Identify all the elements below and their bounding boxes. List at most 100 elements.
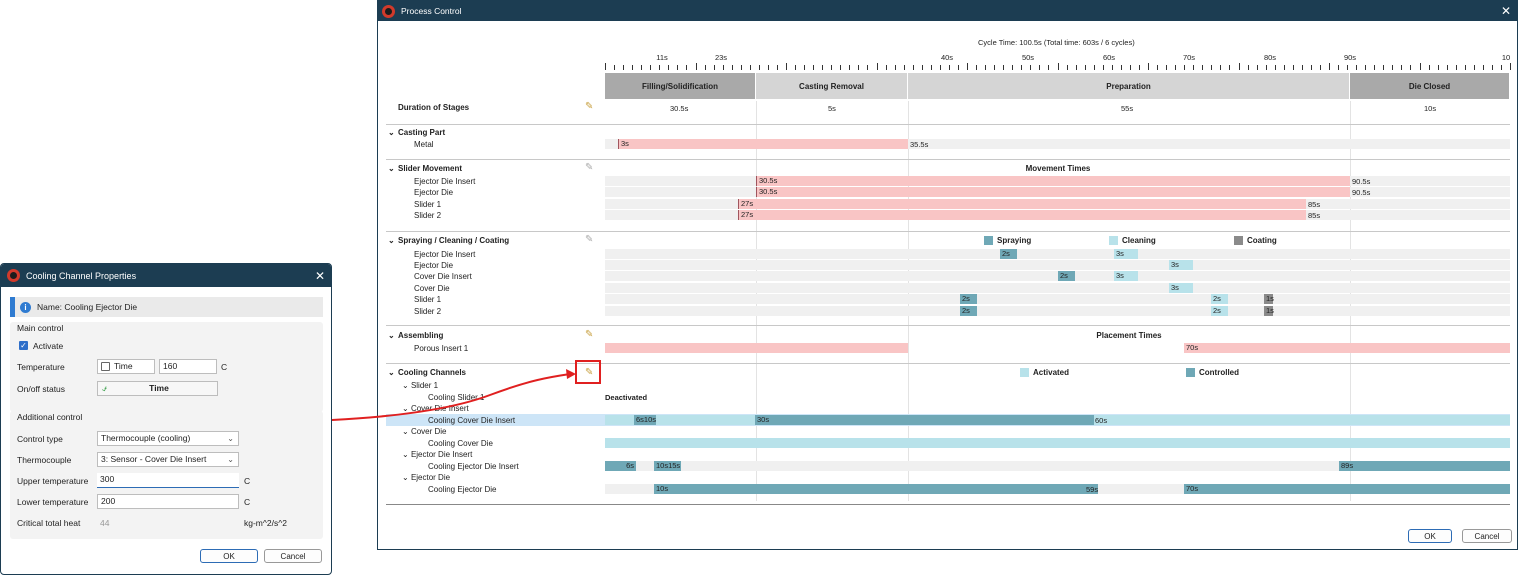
tree-node[interactable]: ⌄ Ejector Die Insert bbox=[402, 450, 473, 459]
axis-tick bbox=[813, 65, 815, 70]
tick-label: 90s bbox=[1343, 53, 1357, 62]
spray-bar[interactable]: 2s bbox=[1000, 249, 1017, 259]
cooling-controlled-bar[interactable]: 70s bbox=[1184, 484, 1510, 494]
axis-tick bbox=[1283, 65, 1285, 70]
critical-heat-label: Critical total heat bbox=[17, 518, 81, 528]
chevron-down-icon[interactable]: ⌄ bbox=[388, 368, 395, 377]
axis-tick bbox=[1329, 63, 1330, 70]
chevron-down-icon[interactable]: ⌄ bbox=[402, 450, 411, 459]
axis-tick bbox=[930, 65, 932, 70]
duration-value: 5s bbox=[828, 104, 836, 113]
row-label: Cooling Cover Die bbox=[428, 439, 493, 448]
section-assembling[interactable]: ⌄ Assembling bbox=[388, 331, 444, 340]
chevron-down-icon[interactable]: ⌄ bbox=[388, 236, 395, 245]
chevron-down-icon: ⌄ bbox=[227, 455, 234, 464]
stage-casting-removal: Casting Removal bbox=[756, 73, 908, 99]
edit-pencil-icon[interactable]: ✎ bbox=[585, 234, 594, 245]
lower-temperature-field[interactable]: 200 bbox=[97, 494, 239, 509]
clean-bar[interactable]: 3s bbox=[1169, 283, 1193, 293]
dialog-title: Cooling Channel Properties bbox=[26, 270, 137, 281]
axis-tick bbox=[1500, 65, 1502, 70]
edit-pencil-icon[interactable]: ✎ bbox=[585, 367, 594, 378]
clean-bar[interactable]: 3s bbox=[1114, 249, 1138, 259]
section-divider bbox=[386, 231, 1510, 232]
clean-bar[interactable]: 3s bbox=[1169, 260, 1193, 270]
coat-bar[interactable]: 1s bbox=[1264, 306, 1274, 316]
close-icon[interactable]: ✕ bbox=[314, 269, 325, 283]
time-toggle[interactable]: Time bbox=[97, 359, 155, 374]
axis-tick bbox=[1274, 65, 1276, 70]
row-track bbox=[605, 283, 1510, 293]
placement-bar[interactable]: 70s bbox=[1184, 343, 1510, 353]
movement-times-title: Movement Times bbox=[1025, 164, 1091, 173]
close-icon[interactable]: ✕ bbox=[1500, 4, 1511, 18]
cooling-controlled-bar[interactable]: 10s15s bbox=[654, 461, 681, 471]
clean-bar[interactable]: 2s bbox=[1211, 306, 1228, 316]
axis-tick bbox=[1238, 63, 1240, 70]
axis-tick bbox=[704, 65, 706, 70]
cooling-controlled-bar[interactable]: 30s bbox=[755, 415, 1094, 425]
dialog-ok-button[interactable]: OK bbox=[200, 549, 258, 563]
section-spraying[interactable]: ⌄ Spraying / Cleaning / Coating bbox=[388, 236, 510, 245]
thermocouple-select[interactable]: 3: Sensor - Cover Die Insert ⌄ bbox=[97, 452, 239, 467]
legend-swatch bbox=[1020, 368, 1029, 377]
clean-bar[interactable]: 2s bbox=[1211, 294, 1228, 304]
legend-swatch bbox=[984, 236, 993, 245]
metal-end: 35.5s bbox=[910, 140, 929, 149]
group-title: Main control bbox=[17, 323, 64, 333]
placement-bar[interactable] bbox=[605, 343, 908, 353]
cooling-activated-bar[interactable] bbox=[605, 438, 1510, 448]
axis-tick bbox=[605, 63, 606, 70]
edit-pencil-icon[interactable]: ✎ bbox=[585, 162, 594, 173]
duration-value: 30.5s bbox=[670, 104, 689, 113]
cancel-button[interactable]: Cancel bbox=[1462, 529, 1512, 543]
slider-bar[interactable]: 27s bbox=[738, 210, 1306, 220]
temperature-field[interactable]: 160 bbox=[159, 359, 217, 374]
slider-bar[interactable]: 30.5s bbox=[756, 176, 1350, 186]
clean-bar[interactable]: 3s bbox=[1114, 271, 1138, 281]
tree-node[interactable]: ⌄ Ejector Die bbox=[402, 473, 451, 482]
time-checkbox[interactable] bbox=[101, 362, 110, 372]
section-casting-part[interactable]: ⌄ Casting Part bbox=[388, 128, 446, 137]
name-info-box: i Name: Cooling Ejector Die bbox=[10, 297, 323, 317]
chevron-down-icon[interactable]: ⌄ bbox=[402, 473, 411, 482]
tree-node[interactable]: ⌄ Cover Die bbox=[402, 427, 447, 436]
onoff-status-button[interactable]: ⍻ Time bbox=[97, 381, 218, 396]
slider-bar[interactable]: 30.5s bbox=[756, 187, 1350, 197]
axis-tick bbox=[1338, 65, 1340, 70]
legend-activated: Activated bbox=[1020, 368, 1069, 377]
chevron-down-icon[interactable]: ⌄ bbox=[388, 331, 395, 340]
chevron-down-icon[interactable]: ⌄ bbox=[388, 128, 395, 137]
edit-pencil-icon[interactable]: ✎ bbox=[585, 329, 594, 340]
coat-bar[interactable]: 1s bbox=[1264, 294, 1274, 304]
axis-tick bbox=[1401, 65, 1403, 70]
tree-node[interactable]: ⌄ Slider 1 bbox=[402, 381, 439, 390]
edit-pencil-icon[interactable]: ✎ bbox=[585, 101, 594, 112]
section-slider-movement[interactable]: ⌄ Slider Movement bbox=[388, 164, 463, 173]
section-cooling-channels[interactable]: ⌄ Cooling Channels bbox=[388, 368, 466, 377]
cooling-controlled-bar[interactable]: 10s bbox=[654, 484, 1098, 494]
spray-bar[interactable]: 2s bbox=[960, 306, 977, 316]
chevron-down-icon[interactable]: ⌄ bbox=[402, 381, 411, 390]
section-divider bbox=[386, 325, 1510, 326]
slider-bar[interactable]: 27s bbox=[738, 199, 1306, 209]
spray-bar[interactable]: 2s bbox=[1058, 271, 1075, 281]
legend-spraying: Spraying bbox=[984, 236, 1031, 245]
dialog-cancel-button[interactable]: Cancel bbox=[264, 549, 322, 563]
chevron-down-icon[interactable]: ⌄ bbox=[402, 404, 411, 413]
upper-temperature-field[interactable]: 300 bbox=[97, 473, 239, 488]
chevron-down-icon[interactable]: ⌄ bbox=[388, 164, 395, 173]
activate-checkbox[interactable]: ✓ bbox=[19, 341, 28, 350]
cooling-controlled-bar[interactable]: 6s10s bbox=[634, 415, 657, 425]
legend-swatch bbox=[1234, 236, 1243, 245]
control-type-select[interactable]: Thermocouple (cooling) ⌄ bbox=[97, 431, 239, 446]
axis-tick bbox=[1365, 65, 1367, 70]
spray-bar[interactable]: 2s bbox=[960, 294, 977, 304]
row-label: Ejector Die Insert bbox=[414, 250, 476, 259]
metal-bar[interactable]: 3s bbox=[618, 139, 908, 149]
cooling-controlled-bar[interactable]: 89s bbox=[1339, 461, 1510, 471]
chevron-down-icon[interactable]: ⌄ bbox=[402, 427, 411, 436]
ok-button[interactable]: OK bbox=[1408, 529, 1452, 543]
cooling-controlled-bar[interactable]: 6s bbox=[605, 461, 636, 471]
axis-tick bbox=[903, 65, 905, 70]
